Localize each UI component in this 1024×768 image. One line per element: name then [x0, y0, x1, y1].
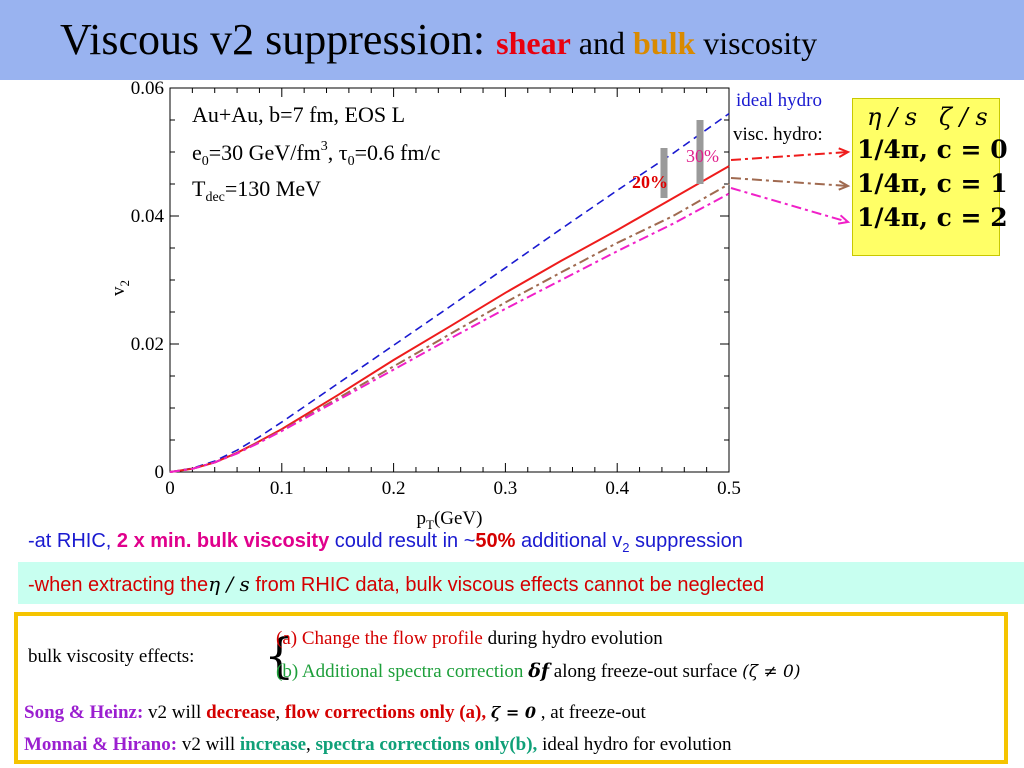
arrow-to-legend-c0 — [730, 151, 849, 161]
y-tick-label: 0 — [155, 462, 165, 483]
legend-header-eta: η / s — [867, 103, 918, 131]
ideal-hydro-label: ideal hydro — [736, 90, 822, 111]
chart-annotation-3: Tdec=130 MeV — [192, 176, 321, 205]
x-tick-label: 0.2 — [382, 478, 406, 499]
song-end: , at freeze-out — [536, 702, 646, 723]
chart-annotation-1: Au+Au, b=7 fm, EOS L — [192, 102, 405, 127]
legend-row-c2: 1/4π, c = 2 — [857, 203, 1008, 232]
note-bulk-suppression: -at RHIC, 2 x min. bulk viscosity could … — [28, 530, 743, 555]
arrow-to-legend-c1-head — [838, 180, 851, 191]
effect-b-black: along freeze-out surface — [549, 661, 738, 682]
chart-annotation-2: e0=30 GeV/fm3, τ0=0.6 fm/c — [192, 139, 441, 169]
monnai-increase: increase — [239, 734, 307, 755]
song-flow: flow corrections only (a), — [284, 702, 487, 723]
note1-sub: 2 — [622, 540, 630, 555]
y-axis-label: v2 — [108, 280, 132, 296]
note2-part-a: -when extracting the — [28, 574, 209, 596]
series-line-0 — [169, 112, 730, 473]
note1-part-c: could result in ~ — [329, 530, 476, 552]
note1-part-e: additional v — [515, 530, 623, 552]
effects-label: bulk viscosity effects: — [28, 646, 195, 667]
x-tick-label: 0.1 — [270, 478, 294, 499]
legend-row-c0: 1/4π, c = 0 — [857, 135, 1008, 164]
pct-30-label: 30% — [686, 146, 719, 166]
effect-b-green: (b) Additional spectra correction — [276, 661, 524, 682]
monnai-spectra: spectra corrections only(b), — [315, 734, 538, 755]
x-tick-label: 0.3 — [494, 478, 518, 499]
effect-a-black: during hydro evolution — [482, 628, 663, 649]
note1-part-f: suppression — [629, 530, 743, 552]
title-main: Viscous v2 suppression: — [60, 15, 497, 64]
series-line-1 — [169, 165, 730, 473]
y-tick-label: 0.02 — [131, 334, 164, 355]
pct-20-label: 20% — [632, 172, 668, 192]
note2-part-b: from RHIC data, bulk viscous effects can… — [249, 574, 765, 596]
slide-title: Viscous v2 suppression: shear and bulk v… — [60, 14, 817, 65]
legend-box: η / s ζ / s 1/4π, c = 0 1/4π, c = 1 1/4π… — [852, 98, 1008, 256]
y-tick-label: 0.04 — [131, 206, 165, 227]
v2-chart: 0 0.1 0.2 0.3 0.4 0.5 0 0.02 0.04 0.06 pT(GeV) v2 Au… — [108, 80, 851, 530]
effect-b: (b) Additional spectra correction δf alo… — [276, 660, 800, 683]
note1-part-d: 50% — [475, 530, 516, 552]
song-comma: , — [275, 702, 285, 723]
effect-b-symbol: δf — [528, 660, 550, 682]
arrow-to-legend-c0-head — [838, 147, 851, 158]
monnai-end: ideal hydro for evolution — [537, 734, 732, 755]
note1-part-b: 2 x min. bulk viscosity — [116, 530, 330, 552]
effect-a-red: (a) Change the flow profile — [276, 628, 483, 649]
effect-b-condition: (ζ ≠ 0) — [742, 662, 801, 682]
x-axis-label: pT(GeV) — [417, 508, 483, 530]
arrow-to-legend-c1 — [730, 177, 849, 187]
brace-icon: { — [264, 628, 295, 684]
legend-row-c1: 1/4π, c = 1 — [857, 169, 1008, 198]
note1-part-a: -at RHIC, — [28, 530, 117, 552]
effect-a: (a) Change the flow profile during hydro… — [276, 628, 663, 650]
series-line-3 — [169, 192, 730, 473]
song-heinz-line: Song & Heinz: v2 will decrease, flow cor… — [24, 702, 646, 724]
title-and: and — [570, 25, 633, 61]
note2-eta-symbol: η / s — [208, 572, 250, 596]
song-v2: v2 will — [143, 702, 207, 723]
monnai-hirano-line: Monnai & Hirano: v2 will increase, spect… — [24, 734, 732, 756]
x-tick-label: 0 — [165, 478, 175, 499]
song-decrease: decrease — [206, 702, 276, 723]
monnai-comma: , — [306, 734, 316, 755]
note-extracting: -when extracting theη / s from RHIC data… — [28, 572, 764, 597]
song-heinz-label: Song & Heinz: — [24, 702, 144, 723]
arrow-to-legend-c2 — [730, 187, 849, 223]
x-tick-label: 0.4 — [605, 478, 629, 499]
title-bulk: bulk — [633, 25, 696, 61]
arrow-to-legend-c2-head — [837, 214, 851, 225]
legend-header-zeta: ζ / s — [939, 103, 988, 131]
y-tick-label: 0.06 — [131, 80, 164, 99]
series-line-2 — [169, 183, 730, 473]
effects-box: bulk viscosity effects: { (a) Change the… — [14, 612, 1008, 764]
song-zeta: ζ = 0 — [490, 703, 537, 722]
x-tick-label: 0.5 — [717, 478, 741, 499]
monnai-hirano-label: Monnai & Hirano: — [24, 734, 178, 755]
title-bar — [0, 0, 1024, 80]
title-shear: shear — [496, 25, 571, 61]
title-visc: viscosity — [695, 25, 818, 61]
note2-highlight — [18, 562, 1024, 604]
visc-hydro-label: visc. hydro: — [733, 124, 823, 145]
monnai-v2: v2 will — [177, 734, 240, 755]
